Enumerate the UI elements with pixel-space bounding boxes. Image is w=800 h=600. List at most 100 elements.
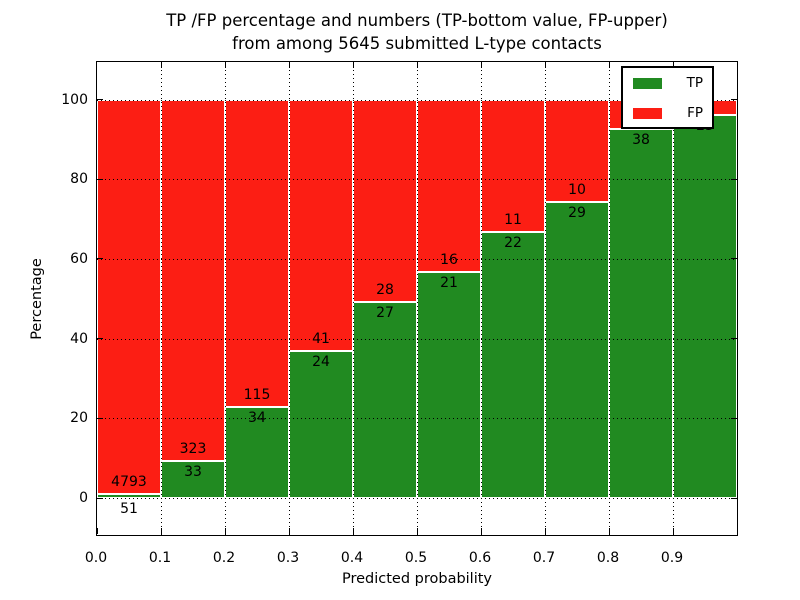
x-tick-mark-top [608, 62, 610, 68]
tp-swatch-icon [633, 77, 662, 89]
x-tick-mark [416, 528, 418, 534]
gridline-horizontal [97, 498, 737, 499]
legend: TP FP [621, 66, 714, 129]
tp-count-label: 33 [184, 464, 202, 481]
x-tick-mark [224, 528, 226, 534]
bar-tp-segment [609, 128, 673, 498]
gridline-vertical [480, 62, 482, 535]
x-tick-mark-top [288, 62, 290, 68]
x-tick-mark-top [480, 62, 482, 68]
legend-item-tp: TP [633, 75, 703, 91]
gridline-vertical [160, 62, 162, 535]
fp-count-label: 41 [312, 330, 330, 347]
x-tick-label: 0.9 [660, 550, 684, 566]
x-tick-mark-top [416, 62, 418, 68]
fp-count-label: 10 [568, 181, 586, 198]
x-tick-mark-top [160, 62, 162, 68]
y-tick-mark [97, 497, 103, 499]
tp-count-label: 34 [248, 410, 266, 427]
gridline-horizontal [97, 99, 737, 101]
tp-count-label: 29 [568, 204, 586, 221]
y-tick-mark-right [731, 338, 737, 340]
y-tick-mark [97, 417, 103, 419]
bar-fp-segment [161, 99, 225, 462]
x-tick-label: 0.2 [212, 550, 236, 566]
fp-count-label: 115 [243, 387, 271, 404]
y-axis-label: Percentage [29, 258, 45, 340]
x-tick-label: 0.6 [468, 550, 492, 566]
legend-item-fp: FP [633, 105, 703, 121]
x-tick-label: 0.7 [532, 550, 556, 566]
fp-swatch-icon [633, 107, 662, 119]
y-tick-mark-right [731, 178, 737, 180]
bar-tp-segment [417, 271, 481, 498]
x-tick-label: 0.3 [276, 550, 300, 566]
bar-tp-segment [481, 232, 545, 498]
tp-count-label: 21 [440, 274, 458, 291]
bar-fp-segment [417, 99, 481, 272]
bar-fp-segment [481, 99, 545, 233]
gridline-vertical [352, 62, 354, 535]
y-tick-mark [97, 258, 103, 260]
x-tick-mark [544, 528, 546, 534]
y-tick-label: 100 [61, 91, 88, 108]
y-tick-mark-right [731, 99, 737, 100]
fp-count-label: 4793 [111, 473, 147, 490]
x-tick-label: 0.0 [84, 550, 108, 566]
x-tick-mark-top [352, 62, 354, 68]
x-tick-mark-top [224, 62, 226, 68]
y-tick-mark [97, 338, 103, 340]
x-tick-mark [352, 528, 354, 534]
x-tick-mark [160, 528, 162, 534]
y-tick-mark-right [731, 497, 737, 499]
gridline-horizontal [97, 338, 737, 340]
plot-canvas: 4793513233311534412428271621112210293382… [97, 62, 737, 535]
legend-label-tp: TP [686, 75, 703, 91]
legend-label-fp: FP [687, 105, 703, 121]
gridline-vertical [224, 62, 226, 535]
tp-count-label: 22 [504, 235, 522, 252]
plot-area: 4793513233311534412428271621112210293382… [96, 61, 738, 536]
gridline-horizontal [97, 179, 737, 181]
x-tick-mark [672, 528, 674, 534]
bar-fp-segment [97, 99, 161, 494]
y-tick-label: 20 [70, 410, 88, 427]
x-tick-mark-top [672, 62, 674, 68]
tp-count-label: 27 [376, 305, 394, 322]
gridline-horizontal [97, 258, 737, 260]
fp-count-label: 28 [376, 282, 394, 299]
bar-tp-segment [225, 407, 289, 498]
gridline-vertical [544, 62, 546, 535]
fp-count-label: 11 [504, 212, 522, 229]
y-tick-label: 40 [70, 330, 88, 347]
x-tick-mark [608, 528, 610, 534]
y-tick-label: 0 [79, 490, 88, 506]
x-tick-label: 0.1 [148, 550, 172, 566]
y-tick-mark [97, 99, 103, 100]
gridline-vertical [672, 62, 674, 535]
tp-count-label: 38 [632, 131, 650, 148]
bar-tp-segment [353, 302, 417, 498]
x-tick-mark [97, 528, 98, 534]
tp-count-label: 51 [120, 500, 138, 517]
x-tick-label: 0.8 [596, 550, 620, 566]
bar-fp-segment [353, 99, 417, 303]
y-tick-label: 60 [70, 250, 88, 267]
gridline-vertical [416, 62, 418, 535]
fp-count-label: 323 [179, 441, 207, 458]
x-tick-mark-top [544, 62, 546, 68]
x-tick-mark [288, 528, 290, 534]
bar-tp-segment [673, 114, 737, 498]
x-tick-label: 0.4 [340, 550, 364, 566]
y-tick-mark-right [731, 258, 737, 260]
x-tick-mark [480, 528, 482, 534]
y-tick-mark-right [731, 417, 737, 419]
chart-title-line1: TP /FP percentage and numbers (TP-bottom… [166, 11, 668, 30]
gridline-vertical [288, 62, 290, 535]
bar-fp-segment [545, 99, 609, 202]
bar-tp-segment [545, 201, 609, 498]
y-tick-label: 80 [70, 171, 88, 188]
x-axis-label: Predicted probability [341, 571, 493, 587]
x-tick-label: 0.5 [404, 550, 428, 566]
